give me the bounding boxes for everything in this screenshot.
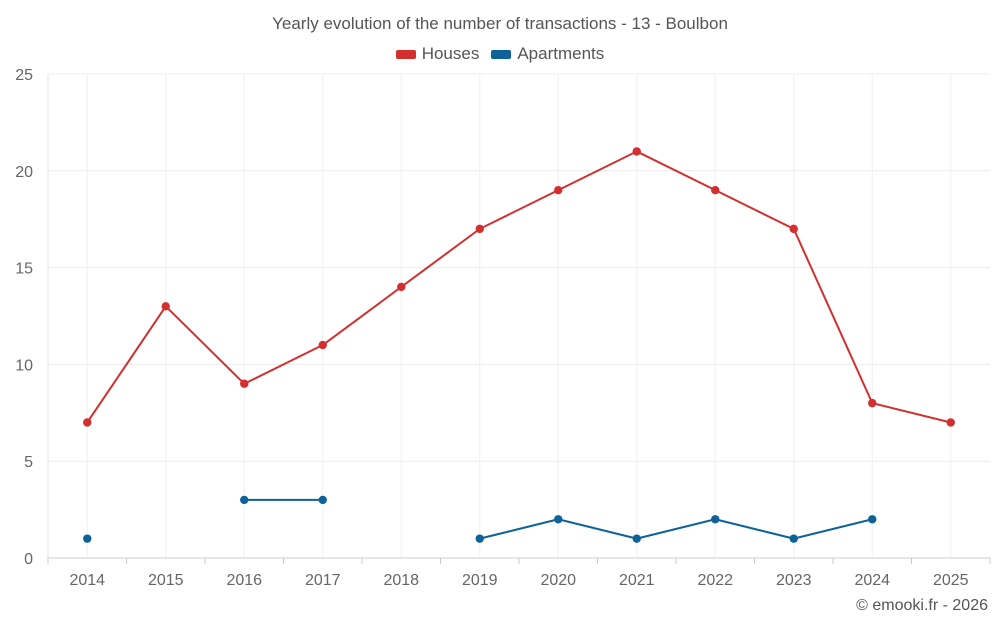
x-tick-label: 2015 (148, 572, 184, 589)
legend-label-apartments: Apartments (517, 44, 605, 63)
data-point-houses (868, 398, 877, 408)
data-point-apartments (240, 495, 249, 505)
data-point-houses (475, 224, 484, 234)
series-line-houses (86, 150, 951, 424)
y-tick-label: 10 (15, 357, 33, 374)
data-point-apartments (554, 515, 563, 524)
data-point-apartments (868, 515, 877, 524)
data-point-apartments (789, 534, 798, 543)
y-tick-label: 25 (15, 67, 33, 84)
legend-item-apartments[interactable]: Apartments (491, 44, 604, 64)
data-point-houses (789, 224, 798, 234)
data-point-houses (318, 340, 327, 350)
data-point-houses (397, 282, 406, 292)
y-tick-label: 15 (15, 261, 33, 278)
data-point-apartments (632, 534, 641, 543)
y-tick-label: 20 (15, 164, 33, 181)
x-tick-label: 2021 (619, 572, 655, 589)
data-point-houses (83, 418, 92, 427)
data-point-apartments (475, 534, 484, 543)
series-line-apartments (479, 518, 873, 540)
data-point-houses (554, 185, 563, 195)
legend-item-houses[interactable]: Houses (395, 44, 480, 64)
data-point-apartments (711, 515, 720, 524)
y-tick-label: 0 (24, 551, 33, 568)
x-tick-label: 2016 (226, 572, 262, 589)
x-tick-label: 2023 (776, 572, 812, 589)
chart-title: Yearly evolution of the number of transa… (272, 14, 728, 33)
y-tick-label: 5 (24, 454, 33, 471)
data-point-houses (946, 418, 955, 427)
x-tick-label: 2018 (383, 572, 419, 589)
data-point-houses (161, 302, 170, 311)
x-tick-label: 2020 (540, 572, 576, 589)
legend: Houses Apartments (0, 44, 1000, 64)
x-tick-label: 2014 (69, 572, 105, 589)
data-point-houses (632, 147, 641, 156)
data-point-houses (240, 379, 249, 388)
data-point-houses (711, 185, 720, 195)
x-tick-label: 2024 (854, 572, 890, 589)
data-point-apartments (83, 534, 92, 543)
legend-swatch-houses (395, 49, 416, 59)
legend-label-houses: Houses (421, 44, 480, 63)
x-tick-label: 2025 (933, 572, 969, 589)
data-point-apartments (318, 495, 327, 505)
x-tick-label: 2022 (697, 572, 733, 589)
copyright-text: © emooki.fr - 2026 (856, 597, 988, 614)
x-tick-label: 2019 (462, 572, 498, 589)
x-tick-label: 2017 (305, 572, 341, 589)
legend-swatch-apartments (491, 49, 512, 59)
